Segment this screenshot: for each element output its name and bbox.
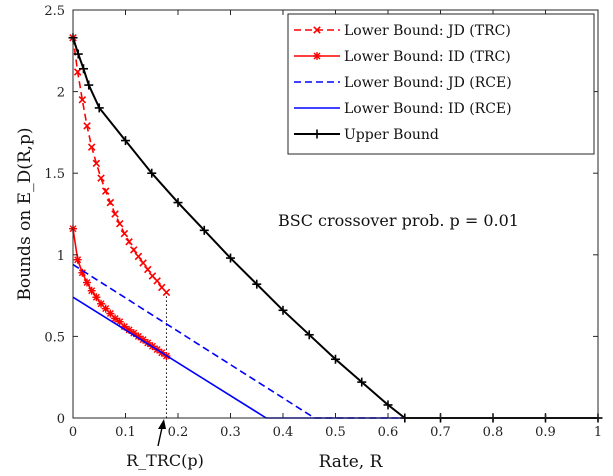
data-point-b	[83, 122, 91, 130]
data-point-b	[153, 277, 161, 285]
data-point-d	[111, 314, 119, 322]
data-point-d	[78, 269, 86, 277]
data-point-d	[97, 300, 105, 308]
series-line	[72, 228, 167, 357]
legend-label: Lower Bound: JD (TRC)	[344, 23, 511, 39]
data-point-b	[162, 288, 171, 297]
data-point-b	[106, 198, 115, 207]
data-point-b	[143, 265, 152, 274]
data-point-d	[106, 310, 114, 318]
axes: 0 0.1 0.2 0.3 0.4 0.5 0.6 0.7 0.8 0.9 1 0 0.5 1 1.5 2 2.…	[44, 4, 602, 440]
legend: Lower Bound: JD (TRC) Lower Bound: ID (TR…	[287, 13, 595, 155]
series-line	[72, 263, 409, 419]
x-tick-label: 0.4	[273, 425, 294, 440]
x-tick-label: 1	[594, 425, 602, 440]
rtrc-label: R_TRC(p)	[126, 451, 204, 470]
x-tick-label: 0.8	[483, 425, 504, 440]
series-line	[72, 296, 409, 419]
x-tick-label: 0.7	[430, 425, 451, 440]
data-point-b	[73, 68, 82, 76]
legend-label: Upper Bound	[344, 127, 439, 143]
series-3	[72, 296, 409, 419]
y-tick-label: 0	[57, 412, 65, 427]
data-point-b	[139, 259, 147, 267]
legend-marker-d	[313, 52, 321, 60]
series-line	[72, 37, 167, 293]
y-tick-label: 2.5	[44, 4, 65, 19]
data-point-b	[78, 95, 87, 104]
data-point-b	[120, 229, 129, 238]
data-point-d	[83, 279, 91, 287]
data-point-d	[139, 336, 147, 344]
series-1	[69, 224, 171, 360]
legend-label: Lower Bound: ID (RCE)	[344, 101, 512, 117]
x-tick-label: 0	[69, 425, 77, 440]
data-point-b	[111, 210, 119, 218]
y-tick-label: 0.5	[44, 330, 65, 345]
rtrc-arrow-head	[158, 419, 166, 429]
data-point-b	[134, 252, 143, 261]
data-point-b	[158, 283, 166, 292]
x-tick-label: 0.6	[378, 425, 399, 440]
data-point-b	[92, 159, 101, 168]
y-tick-label: 1.5	[44, 167, 65, 182]
x-axis-label: Rate, R	[319, 452, 384, 472]
x-tick-label: 0.9	[535, 425, 556, 440]
y-tick-label: 2	[57, 86, 65, 101]
x-tick-label: 0.3	[220, 425, 241, 440]
crossover-annotation: BSC crossover prob. p = 0.01	[278, 211, 519, 230]
data-point-d	[144, 339, 152, 347]
data-point-b	[148, 272, 157, 280]
legend-marker-b	[313, 26, 321, 34]
x-tick-label: 0.2	[168, 425, 189, 440]
x-tick-label: 0.5	[325, 425, 346, 440]
data-point-b	[97, 174, 105, 182]
legend-label: Lower Bound: ID (TRC)	[344, 49, 511, 65]
data-point-d	[130, 329, 138, 337]
legend-box	[287, 13, 595, 155]
data-point-d	[92, 293, 100, 301]
data-point-b	[115, 220, 124, 228]
data-point-b	[125, 237, 133, 246]
series-0	[69, 33, 171, 297]
data-point-b	[101, 187, 110, 195]
data-point-d	[102, 305, 110, 313]
data-point-d	[88, 287, 96, 295]
y-axis-label: Bounds on E_D(R,p)	[15, 127, 35, 300]
data-point-b	[129, 246, 138, 254]
y-tick-label: 1	[57, 249, 65, 264]
data-point-d	[116, 318, 124, 326]
data-point-d	[74, 256, 82, 264]
series-2	[72, 263, 409, 419]
data-point-d	[134, 332, 142, 340]
data-point-b	[87, 143, 96, 151]
legend-label: Lower Bound: JD (RCE)	[344, 75, 512, 91]
x-tick-label: 0.1	[115, 425, 136, 440]
